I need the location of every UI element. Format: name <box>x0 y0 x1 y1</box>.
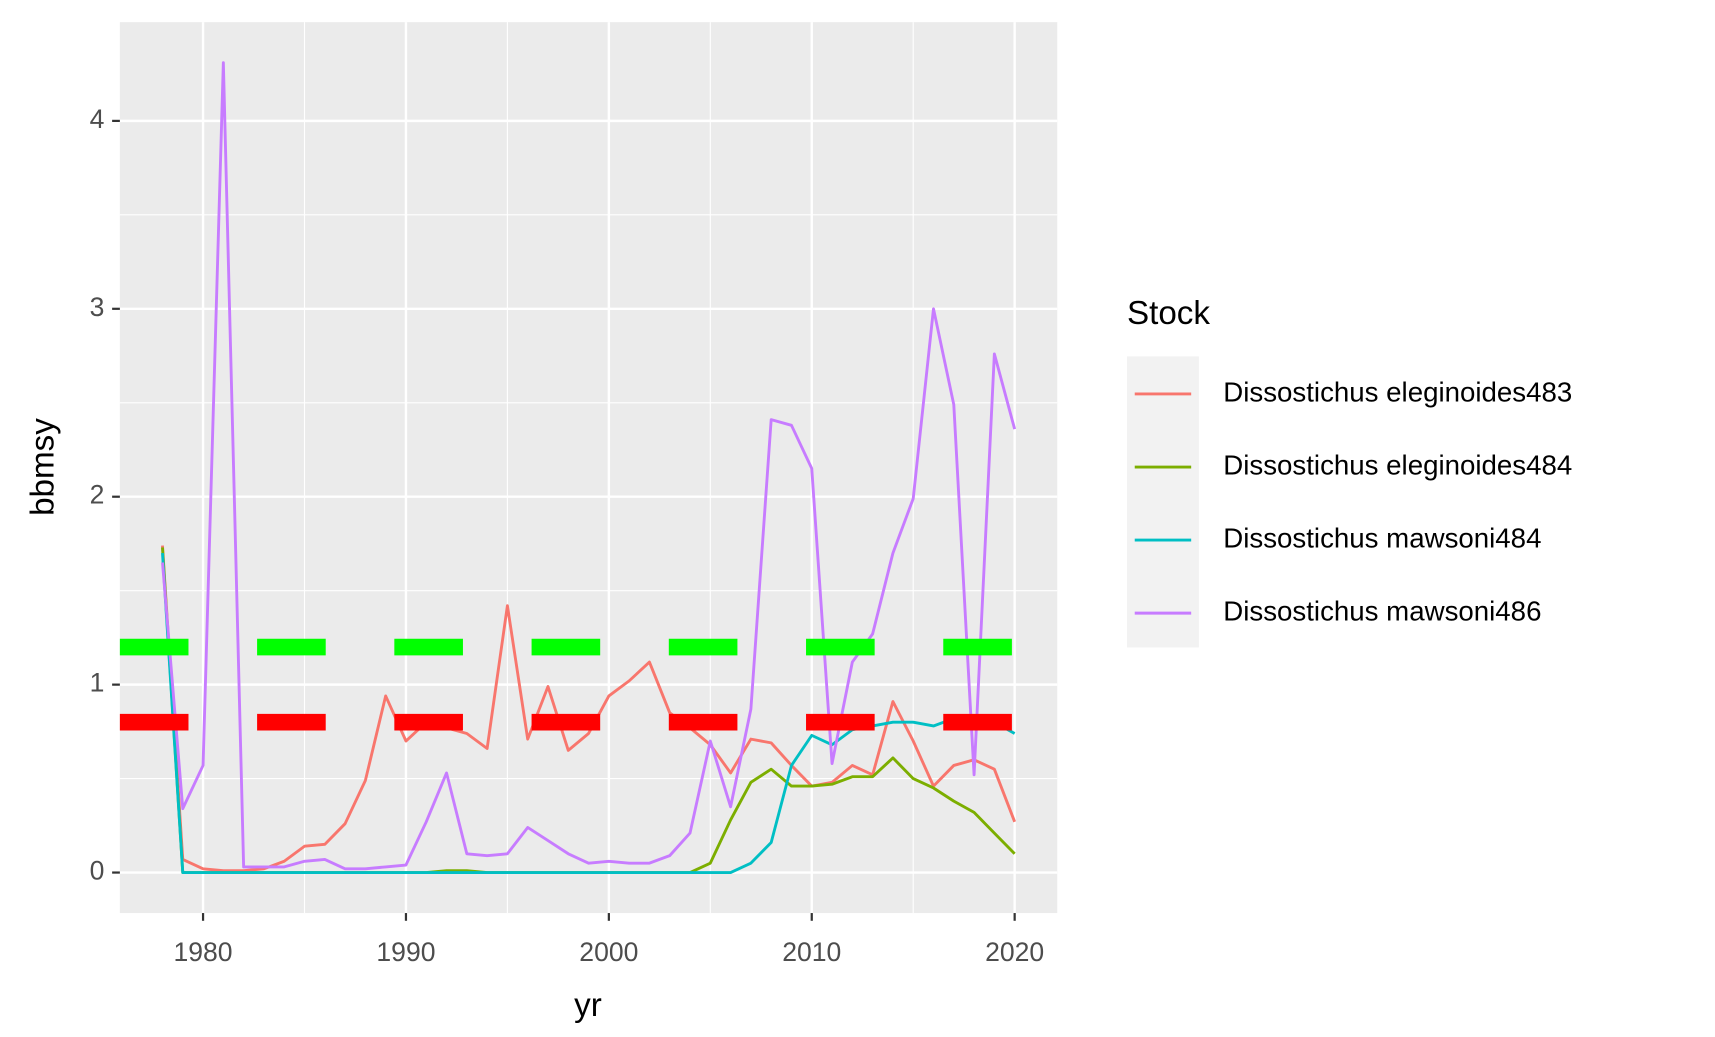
y-tick-label: 1 <box>90 668 105 698</box>
legend-label: Dissostichus eleginoides483 <box>1223 376 1572 407</box>
legend-label: Dissostichus mawsoni486 <box>1223 595 1541 626</box>
series-line <box>161 61 1017 871</box>
y-tick-label: 4 <box>90 104 105 134</box>
y-axis-title: bbmsy <box>24 418 61 516</box>
y-tick-label: 0 <box>90 856 105 886</box>
y-tick-label: 2 <box>90 480 105 510</box>
x-tick-label: 2020 <box>985 937 1044 967</box>
legend-label: Dissostichus eleginoides484 <box>1223 449 1572 480</box>
x-axis-title: yr <box>574 987 602 1024</box>
x-tick-label: 1990 <box>376 937 435 967</box>
x-tick-label: 1980 <box>174 937 233 967</box>
x-tick-label: 2010 <box>782 937 841 967</box>
y-tick-label: 3 <box>90 292 105 322</box>
legend-label: Dissostichus mawsoni484 <box>1223 522 1541 553</box>
legend-title: Stock <box>1127 295 1210 332</box>
x-tick-label: 2000 <box>579 937 638 967</box>
legend-key-background <box>1126 356 1199 648</box>
